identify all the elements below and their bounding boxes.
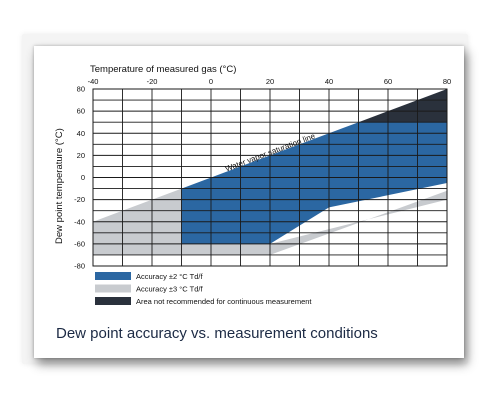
y-tick-label: 40 xyxy=(77,129,85,138)
x-tick-label: 0 xyxy=(209,77,213,86)
y-tick-label: 60 xyxy=(77,107,85,116)
x-tick-label: 40 xyxy=(325,77,333,86)
legend-label: Area not recommended for continuous meas… xyxy=(136,297,312,306)
plot-frame xyxy=(92,88,448,267)
grid-layer xyxy=(92,88,448,267)
x-tick-label: -20 xyxy=(147,77,158,86)
y-tick-label: 0 xyxy=(81,173,85,182)
legend-swatch xyxy=(95,272,131,280)
y-tick-label: 20 xyxy=(77,151,85,160)
y-tick-label: -20 xyxy=(74,195,85,204)
legend: Accuracy ±2 °C Td/f Accuracy ±3 °C Td/f Ar… xyxy=(95,272,312,306)
legend-swatch xyxy=(95,284,131,293)
y-tick-label: -40 xyxy=(74,217,85,226)
legend-label: Accuracy ±3 °C Td/f xyxy=(136,285,203,294)
x-tick-label: 20 xyxy=(266,77,274,86)
x-tick-label: -40 xyxy=(88,77,99,86)
chart-caption: Dew point accuracy vs. measurement condi… xyxy=(56,325,378,342)
legend-swatch xyxy=(95,297,131,305)
ticks-layer: -40 -20 0 20 40 60 80 80 60 40 20 0 -20 -40 -60 -80 xyxy=(74,77,451,271)
y-tick-label: -60 xyxy=(74,239,85,248)
area-2 xyxy=(181,122,447,244)
y-tick-label: -80 xyxy=(74,262,85,271)
y-tick-label: 80 xyxy=(77,85,85,94)
x-axis-label: Temperature of measured gas (°C) xyxy=(90,64,236,75)
y-axis-label: Dew point temperature (°C) xyxy=(54,128,65,244)
x-tick-label: 60 xyxy=(384,77,392,86)
area-3 xyxy=(358,89,447,123)
legend-label: Accuracy ±2 °C Td/f xyxy=(136,272,203,281)
x-tick-label: 80 xyxy=(443,77,451,86)
